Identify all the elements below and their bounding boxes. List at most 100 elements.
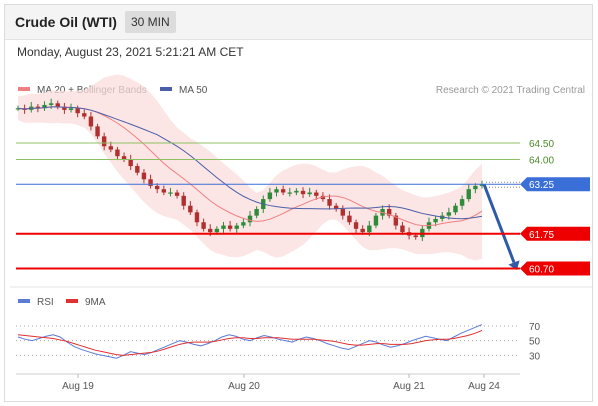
candle-body	[413, 235, 418, 238]
candle-body	[221, 225, 226, 229]
timestamp: Monday, August 23, 2021 5:21:21 AM CET	[17, 45, 244, 59]
candle-body	[141, 172, 147, 180]
candle-body	[174, 192, 180, 196]
candle-body	[68, 108, 74, 110]
rsi-layer: 70 50 30	[16, 322, 541, 362]
candle-body	[446, 212, 452, 216]
candle-body	[42, 104, 47, 109]
candle-body	[453, 205, 458, 213]
candle-body	[373, 215, 379, 226]
candle-body	[201, 222, 206, 229]
candle-body	[208, 228, 213, 233]
level-label-64-00: 64.00	[529, 155, 554, 166]
candle-body	[135, 166, 140, 173]
candle-body	[340, 209, 345, 216]
candle-body	[155, 185, 160, 190]
ma50-legend-swatch	[160, 87, 172, 91]
candle-body	[181, 195, 186, 206]
level-tag-shape	[520, 177, 590, 192]
candle-body	[466, 189, 471, 200]
candle-body	[234, 225, 239, 229]
level-tag-shape	[520, 226, 590, 241]
ma50-legend-label: MA 50	[179, 85, 208, 96]
candle-body	[161, 189, 167, 193]
candle-body	[400, 225, 405, 233]
candle-body	[115, 149, 120, 157]
candle-body	[274, 189, 279, 193]
candle-body	[280, 189, 286, 193]
level-tag-shape	[520, 261, 590, 276]
rsi-tick-70: 70	[529, 322, 541, 333]
candle-body	[287, 192, 292, 194]
rsi-legend-swatch	[18, 299, 30, 303]
candle-body	[294, 190, 299, 193]
candle-body	[479, 184, 485, 186]
candle-body	[55, 103, 60, 107]
candle-body	[360, 228, 365, 233]
candle-body	[353, 222, 359, 229]
candle-body	[95, 126, 100, 137]
candle-body	[148, 179, 153, 186]
credit-text: Research © 2021 Trading Central	[436, 85, 585, 96]
ma9-legend-swatch	[66, 299, 78, 303]
candle-body	[82, 113, 87, 117]
level-label-61-75: 61.75	[529, 230, 554, 241]
candle-body	[35, 106, 41, 109]
level-tag-60-70: 60.70	[520, 261, 590, 276]
ma9-legend-label: 9MA	[85, 297, 106, 308]
candle-body	[347, 215, 352, 223]
candle-body	[247, 215, 253, 223]
rsi-tick-30: 30	[529, 351, 541, 362]
candle-body	[333, 205, 339, 210]
candle-body	[48, 103, 54, 105]
bollinger-band	[18, 74, 482, 261]
candle-body	[393, 215, 399, 226]
levels-layer: 64.50 64.00 63.25 61.75 60.70	[16, 139, 590, 276]
candle-body	[327, 199, 332, 206]
level-tag-61-75: 61.75	[520, 226, 590, 241]
price-layer	[15, 74, 520, 270]
level-label-63-25: 63.25	[529, 180, 554, 191]
candle-body	[267, 192, 273, 200]
x-tick-label: Aug 19	[62, 381, 94, 392]
interval-badge[interactable]: 30 MIN	[125, 11, 176, 33]
candle-body	[128, 159, 133, 167]
candle-body	[194, 212, 200, 223]
candle-body	[367, 225, 372, 233]
candle-body	[307, 192, 312, 195]
instrument-title: Crude Oil (WTI)	[15, 14, 117, 30]
rsi-line	[17, 324, 483, 359]
candle-body	[121, 156, 127, 160]
candle-body	[241, 222, 246, 226]
candle-body	[227, 225, 233, 229]
chart-frame: Crude Oil (WTI) 30 MIN Monday, August 23…	[4, 4, 593, 402]
ma50-line	[17, 106, 483, 220]
candle-body	[459, 199, 465, 206]
candle-body	[75, 108, 80, 114]
candle-body	[387, 209, 392, 216]
candle-body	[320, 195, 326, 200]
candle-body	[314, 192, 319, 196]
candle-body	[101, 136, 107, 147]
level-tag-63-25: 63.25	[520, 177, 590, 192]
level-label-60-70: 60.70	[529, 264, 554, 275]
x-tick-label: Aug 21	[393, 381, 425, 392]
x-axis-labels: Aug 19 Aug 20 Aug 21 Aug 24	[62, 374, 500, 392]
x-tick-label: Aug 20	[228, 381, 260, 392]
header-bar: Crude Oil (WTI) 30 MIN	[5, 5, 592, 40]
level-label-64-50: 64.50	[529, 139, 554, 150]
candle-body	[300, 190, 306, 195]
candle-body	[214, 228, 220, 233]
rsi-legend-label: RSI	[37, 297, 54, 308]
forecast-arrow-shaft	[482, 183, 516, 264]
ma9-line	[17, 329, 483, 356]
candle-body	[188, 205, 193, 213]
candle-body	[433, 218, 438, 223]
candle-body	[254, 209, 259, 216]
candle-body	[168, 192, 173, 194]
candle-body	[88, 116, 94, 127]
candle-body	[473, 185, 478, 190]
rsi-tick-50: 50	[529, 337, 541, 348]
candle-body	[15, 108, 21, 110]
